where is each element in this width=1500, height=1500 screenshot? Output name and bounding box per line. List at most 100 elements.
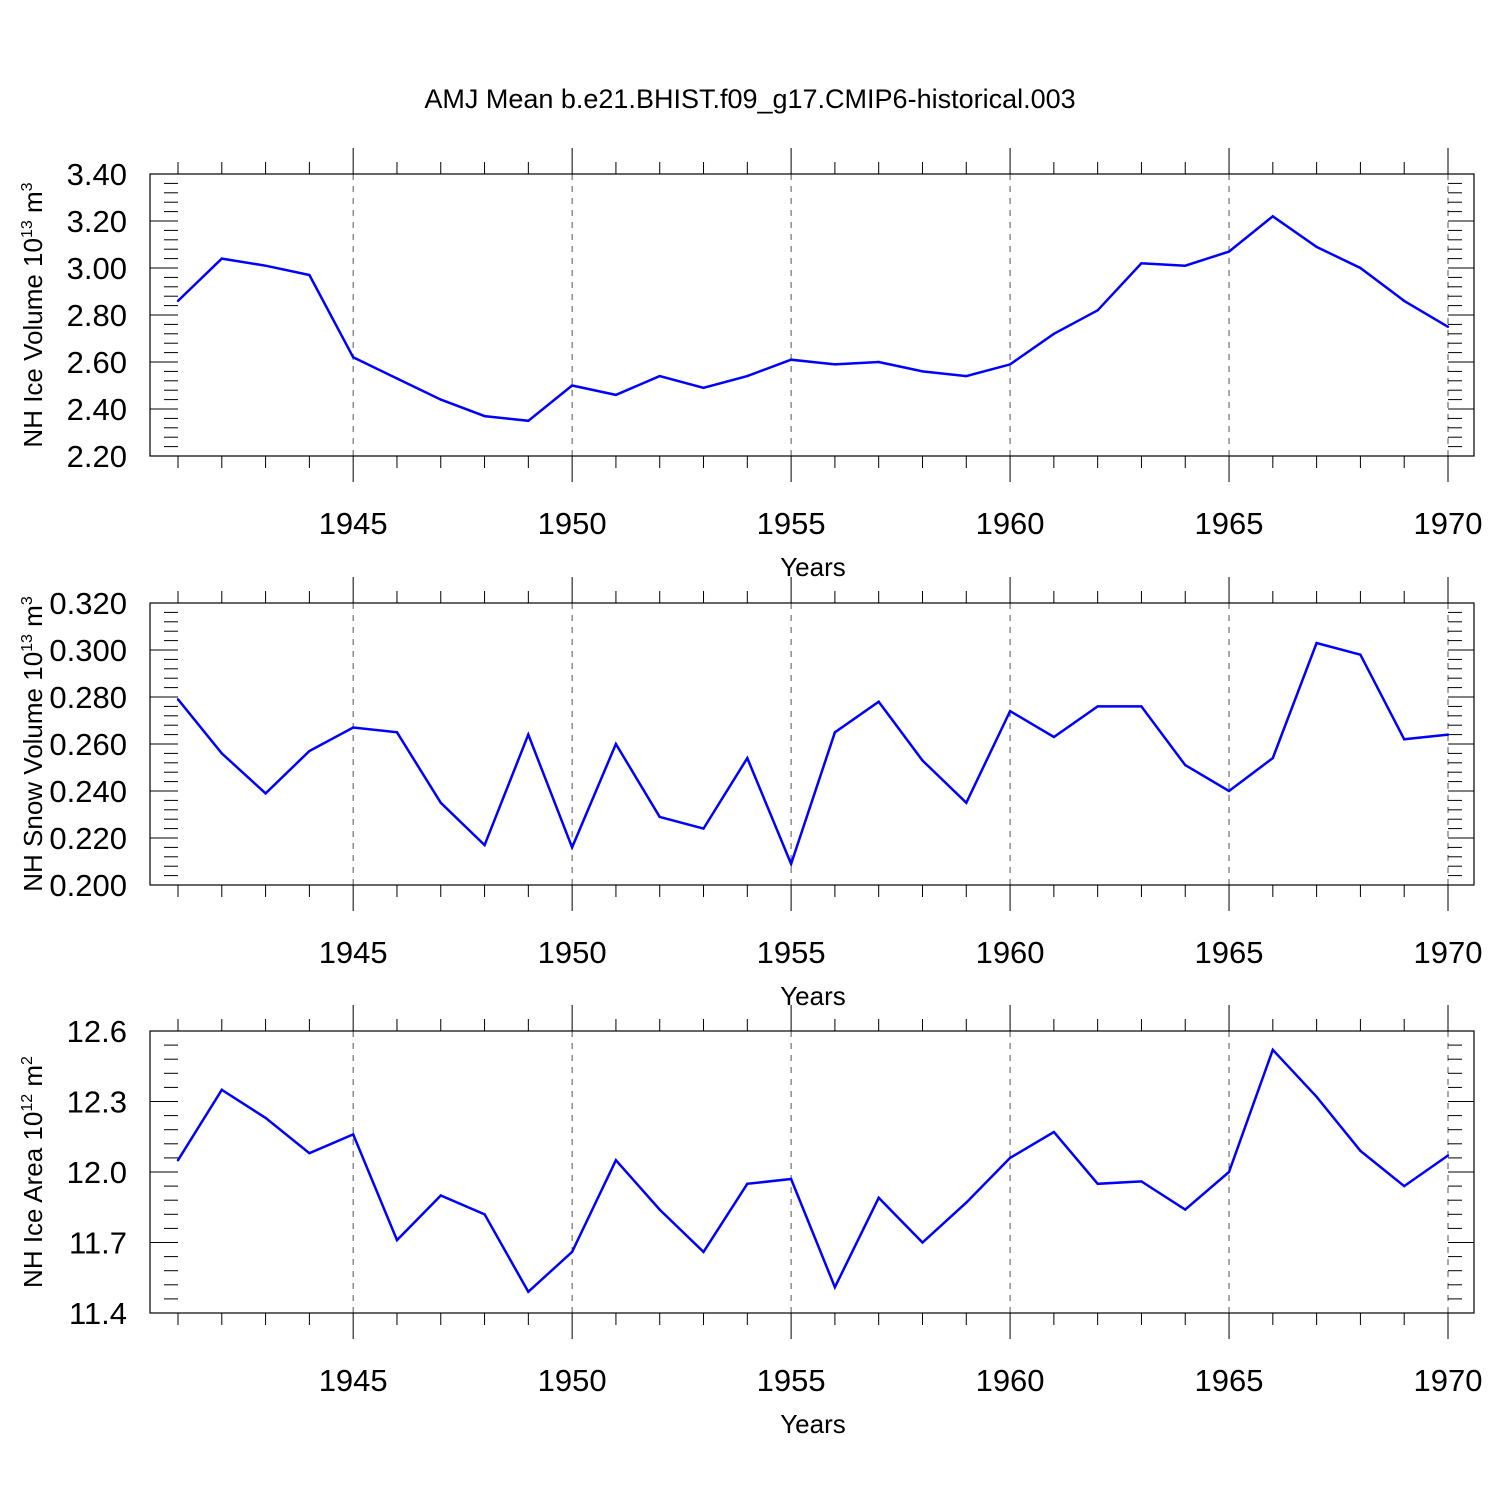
data-point bbox=[1052, 1130, 1056, 1134]
data-point bbox=[1227, 789, 1231, 793]
y-tick-label: 0.260 bbox=[49, 727, 127, 762]
series-line bbox=[177, 641, 1449, 868]
data-point bbox=[220, 752, 223, 755]
data-point bbox=[1315, 245, 1318, 249]
x-tick-label: 1965 bbox=[1195, 1363, 1264, 1398]
x-tick-label: 1970 bbox=[1414, 1363, 1483, 1398]
x-tick-label: 1965 bbox=[1195, 935, 1264, 970]
x-tick-label: 1945 bbox=[319, 935, 388, 970]
data-point bbox=[614, 742, 618, 746]
data-point bbox=[1271, 1048, 1275, 1052]
data-point bbox=[176, 1159, 180, 1162]
x-axis-title: Years bbox=[780, 981, 846, 1011]
data-point bbox=[351, 356, 355, 359]
data-point bbox=[1446, 1154, 1450, 1157]
x-tick-label: 1950 bbox=[538, 1363, 607, 1398]
x-tick-label: 1960 bbox=[976, 1363, 1045, 1398]
data-point bbox=[1096, 309, 1099, 312]
series-line bbox=[176, 1047, 1449, 1294]
y-axis-title: NH Ice Area 1012 m2 bbox=[18, 1056, 48, 1288]
plot-frame bbox=[149, 1030, 1475, 1314]
data-point bbox=[658, 815, 661, 819]
data-point bbox=[746, 1182, 749, 1185]
data-point bbox=[264, 792, 267, 795]
y-tick-label: 12.6 bbox=[67, 1014, 127, 1049]
data-point bbox=[965, 1201, 968, 1204]
x-tick-label: 1970 bbox=[1414, 506, 1483, 541]
data-point bbox=[1403, 1184, 1406, 1188]
x-axis-title: Years bbox=[780, 552, 846, 582]
data-point bbox=[570, 846, 574, 849]
data-point bbox=[1227, 1170, 1231, 1174]
data-point bbox=[220, 257, 223, 260]
x-tick-label: 1970 bbox=[1414, 935, 1483, 970]
y-tick-label: 2.60 bbox=[67, 345, 127, 380]
data-point bbox=[658, 374, 661, 378]
data-point bbox=[439, 801, 442, 804]
x-tick-label: 1955 bbox=[757, 506, 826, 541]
data-point bbox=[395, 731, 399, 734]
y-tick-label: 12.3 bbox=[67, 1085, 127, 1120]
data-point bbox=[1315, 641, 1318, 645]
data-point bbox=[439, 398, 442, 401]
data-point bbox=[1140, 705, 1143, 708]
data-point bbox=[220, 1088, 223, 1091]
chart-panel-3: 11.4 11.7 12.0 12.3 12.6 1945 1950 1955 1960 1965… bbox=[18, 1005, 1482, 1439]
x-tick-label: 1960 bbox=[976, 935, 1045, 970]
y-tick-label: 12.0 bbox=[67, 1155, 127, 1190]
data-point bbox=[1096, 705, 1099, 708]
data-point bbox=[1446, 325, 1450, 328]
data-point bbox=[483, 843, 486, 847]
y-tick-label: 2.40 bbox=[67, 392, 127, 427]
data-point bbox=[877, 360, 880, 364]
data-point bbox=[1184, 1208, 1187, 1211]
data-point bbox=[527, 419, 530, 422]
data-point bbox=[1271, 215, 1275, 218]
plot-frame bbox=[149, 602, 1475, 886]
data-point bbox=[1359, 1149, 1362, 1153]
y-tick-label: 3.00 bbox=[67, 251, 127, 286]
y-tick-label: 0.200 bbox=[49, 868, 127, 903]
x-axis-title: Years bbox=[780, 1409, 846, 1439]
data-point bbox=[833, 731, 837, 734]
data-point bbox=[176, 299, 180, 303]
x-tick-label: 1965 bbox=[1195, 506, 1264, 541]
data-point bbox=[1140, 262, 1143, 265]
data-point bbox=[921, 1241, 924, 1244]
x-tick-label: 1960 bbox=[976, 506, 1045, 541]
chart-panel-1: 2.20 2.40 2.60 2.80 3.00 3.20 3.40 1945 1950 1955… bbox=[18, 148, 1482, 582]
y-tick-label: 2.20 bbox=[67, 439, 127, 474]
data-point bbox=[702, 1250, 705, 1254]
y-tick-label: 0.280 bbox=[49, 680, 127, 715]
data-point bbox=[264, 264, 267, 267]
data-point bbox=[702, 827, 705, 830]
data-point bbox=[264, 1116, 267, 1120]
x-tick-label: 1945 bbox=[319, 506, 388, 541]
y-tick-label: 3.20 bbox=[67, 204, 127, 239]
y-tick-label: 11.4 bbox=[69, 1296, 127, 1331]
data-point bbox=[395, 1238, 399, 1242]
series-line bbox=[177, 214, 1449, 423]
y-tick-label: 0.300 bbox=[49, 633, 127, 668]
data-point bbox=[308, 1152, 311, 1155]
data-point bbox=[308, 749, 311, 753]
data-point bbox=[1227, 250, 1231, 253]
data-point bbox=[351, 726, 355, 729]
data-point bbox=[1403, 738, 1406, 741]
y-tick-label: 3.40 bbox=[67, 157, 127, 192]
data-point bbox=[308, 273, 311, 277]
data-point bbox=[965, 374, 968, 378]
data-point bbox=[1403, 299, 1406, 303]
data-point bbox=[570, 1250, 574, 1254]
data-point bbox=[527, 1290, 530, 1294]
plot-frame bbox=[149, 173, 1475, 457]
data-point bbox=[1315, 1095, 1318, 1099]
data-point bbox=[1052, 735, 1056, 739]
data-point bbox=[877, 1196, 880, 1200]
data-point bbox=[746, 374, 749, 378]
data-point bbox=[746, 756, 749, 760]
data-point bbox=[1096, 1182, 1099, 1185]
y-axis-title: NH Ice Volume 1013 m3 bbox=[18, 182, 48, 447]
y-tick-label: 0.220 bbox=[49, 821, 127, 856]
